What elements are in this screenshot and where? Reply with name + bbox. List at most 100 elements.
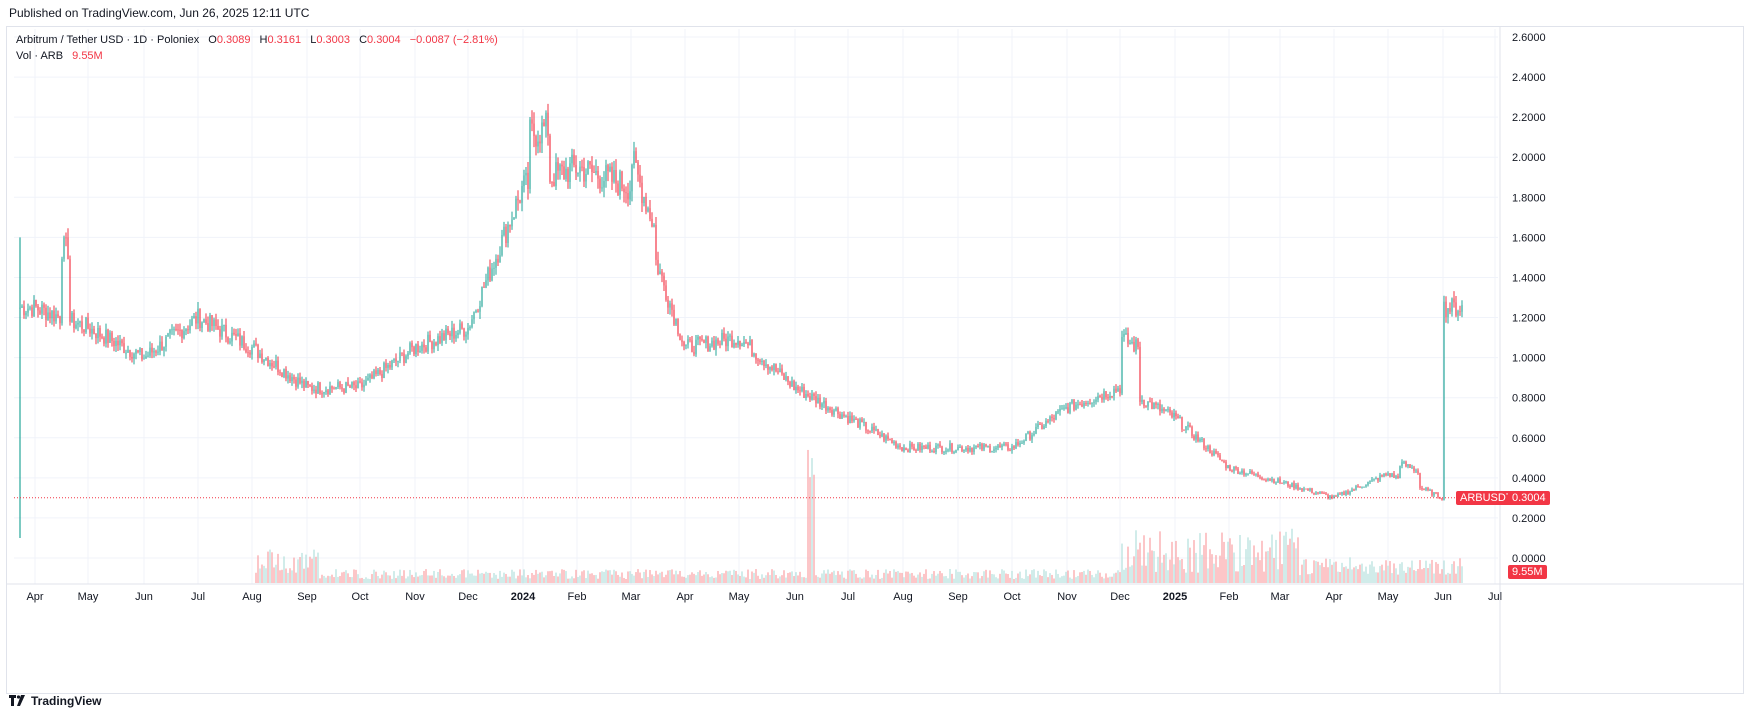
volume-bar: [655, 570, 657, 583]
candle-body: [257, 344, 259, 358]
candle-body: [407, 353, 409, 357]
volume-bar: [689, 574, 691, 583]
candle-body: [271, 362, 273, 367]
volume-bar: [1013, 578, 1015, 583]
candle-body: [819, 397, 821, 407]
x-tick-label: Aug: [893, 591, 913, 603]
candle-body: [277, 360, 279, 373]
volume-bar: [961, 575, 963, 583]
volume-bar: [915, 577, 917, 583]
candle-body: [1045, 420, 1047, 427]
candle-body: [715, 339, 717, 350]
candle-body: [645, 196, 647, 212]
volume-bar: [817, 576, 819, 583]
candle-body: [81, 321, 83, 330]
candle-body: [1399, 466, 1401, 478]
candle-body: [1179, 417, 1181, 419]
candle-body: [167, 333, 169, 337]
candle-body: [851, 415, 853, 421]
candle-body: [991, 451, 993, 453]
candle-body: [869, 430, 871, 432]
candle-body: [57, 314, 59, 317]
volume-bar: [335, 569, 337, 583]
candle-body: [657, 259, 659, 275]
candle-body: [1221, 459, 1223, 462]
candle-body: [459, 323, 461, 333]
candle-body: [563, 166, 565, 179]
candle-body: [233, 332, 235, 335]
candle-body: [599, 178, 601, 189]
volume-bar: [697, 572, 699, 583]
volume-bar: [511, 569, 513, 583]
candle-body: [1103, 391, 1105, 400]
candle-body: [651, 218, 653, 227]
candle-body: [683, 342, 685, 346]
volume-bar: [1451, 564, 1453, 583]
candle-body: [1021, 442, 1023, 444]
volume-bar: [1045, 571, 1047, 583]
volume-bar: [313, 549, 315, 583]
volume-bar: [869, 577, 871, 583]
candle-body: [333, 388, 335, 390]
candle-body: [965, 448, 967, 450]
candle-body: [1341, 492, 1343, 495]
volume-bar: [1453, 561, 1455, 583]
candle-body: [291, 377, 293, 382]
candle-body: [805, 393, 807, 398]
volume-bar: [1223, 541, 1225, 583]
candle-body: [823, 400, 825, 404]
candle-body: [205, 319, 207, 324]
candle-body: [197, 308, 199, 324]
candle-body: [987, 445, 989, 447]
volume-bar: [719, 574, 721, 583]
chart-frame: [6, 26, 1744, 694]
candle-body: [525, 172, 527, 176]
candle-body: [503, 226, 505, 236]
candle-body: [773, 364, 775, 370]
volume-bar: [795, 572, 797, 583]
candle-body: [1375, 477, 1377, 479]
candle-body: [283, 369, 285, 377]
volume-bar: [483, 573, 485, 583]
volume-bar: [447, 575, 449, 583]
volume-bar: [581, 571, 583, 583]
volume-bar: [857, 577, 859, 583]
candle-body: [1267, 479, 1269, 481]
volume-bar: [791, 571, 793, 583]
volume-bar: [723, 573, 725, 583]
candle-body: [1389, 473, 1391, 477]
volume-bar: [767, 572, 769, 583]
volume-bar: [859, 577, 861, 583]
symbol-title[interactable]: Arbitrum / Tether USD · 1D · Poloniex: [16, 34, 200, 46]
candle-body: [1327, 494, 1329, 499]
volume-bar: [309, 556, 311, 583]
volume-bar: [365, 577, 367, 583]
volume-bar: [297, 559, 299, 583]
volume-bar: [1261, 540, 1263, 583]
volume-bar: [301, 552, 303, 583]
candle-body: [1151, 402, 1153, 409]
volume-bar: [637, 569, 639, 583]
volume-bar: [421, 575, 423, 583]
candle-body: [453, 327, 455, 339]
candle-body: [463, 328, 465, 337]
volume-bar: [429, 575, 431, 583]
candle-body: [1437, 492, 1439, 498]
high-value: 0.3161: [267, 34, 302, 46]
volume-label[interactable]: Vol · ARB: [16, 50, 64, 62]
volume-bar: [587, 570, 589, 583]
candle-body: [627, 193, 629, 200]
brand-name[interactable]: TradingView: [31, 694, 102, 708]
candle-body: [1249, 470, 1251, 474]
volume-bar: [479, 573, 481, 583]
candle-body: [863, 421, 865, 423]
volume-bar: [947, 578, 949, 583]
volume-bar: [1153, 551, 1155, 583]
candle-body: [1337, 493, 1339, 497]
candle-body: [933, 451, 935, 453]
volume-bar: [667, 570, 669, 583]
volume-bar: [1253, 545, 1255, 583]
volume-bar: [1343, 567, 1345, 583]
